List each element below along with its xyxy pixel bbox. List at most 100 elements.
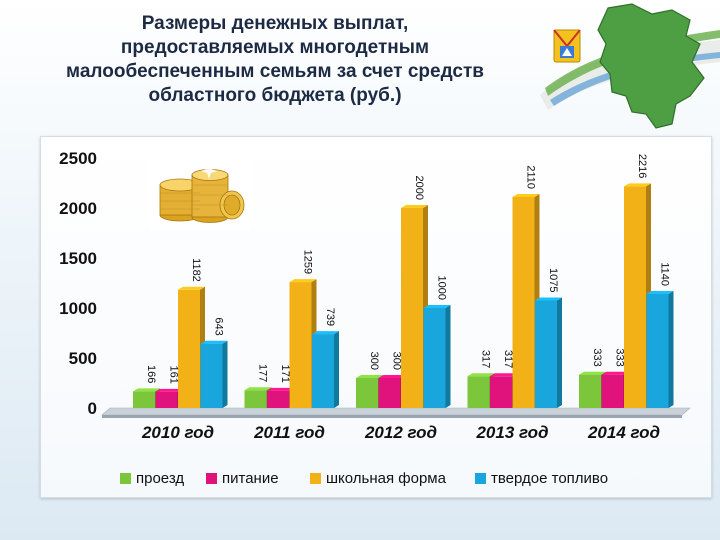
bar-value-label: 161 [168,366,180,384]
x-tick-label: 2010 год [141,423,214,442]
bar-value-label: 333 [614,348,626,366]
bar-top [356,375,383,378]
page-title: Размеры денежных выплат, предоставляемых… [20,12,530,108]
legend-label: проезд [136,470,184,487]
y-axis: 0 500 1000 1500 2000 2500 [59,149,97,418]
title-line-3: малообеспеченным семьям за счет средств [66,61,484,82]
x-tick-label: 2012 год [364,423,437,442]
bar [200,343,223,408]
legend-label: твердое топливо [491,470,608,487]
bar-value-label: 2216 [636,154,648,178]
bar-value-label: 166 [145,365,157,383]
bar-top [579,371,606,375]
bars-group [133,183,674,408]
bar-top [200,340,228,344]
legend-swatch [475,473,486,484]
bar [646,294,669,408]
title-line-4: областного бюджета (руб.) [148,85,402,106]
bar-top [646,291,674,294]
bar-top [601,371,629,375]
bar [378,378,401,408]
bar-top [423,305,451,308]
bar-side [334,331,339,408]
bar [312,334,334,408]
bar-value-label: 643 [213,317,225,335]
bar-value-label: 1075 [547,268,559,292]
bar-side [557,297,562,408]
y-tick-label: 500 [69,349,97,368]
bar-value-label: 317 [480,350,492,368]
bar [579,374,601,408]
bar-value-label: 1000 [436,276,448,300]
gold-coins-icon [150,145,250,230]
bar [267,390,289,408]
x-tick-label: 2011 год [253,423,325,442]
bar-top [267,387,294,391]
y-tick-label: 1000 [59,299,97,318]
bar [356,378,378,408]
y-tick-label: 0 [88,399,97,418]
bar-value-label: 2000 [413,176,425,200]
legend-swatch [310,473,321,484]
bar-top [401,205,428,208]
legend-swatch [120,473,131,484]
x-tick-label: 2013 год [475,423,548,442]
bar-value-label: 1259 [302,250,314,274]
bar [289,282,312,408]
bar [133,391,155,408]
floor-top [101,407,691,416]
bar [535,300,557,408]
legend: проезд питание школьная форма твердое топли… [120,470,608,487]
bar-value-label: 333 [591,348,603,366]
bar-value-label: 739 [324,308,336,326]
bar [423,308,446,408]
title-line-1: Размеры денежных выплат, [141,13,409,34]
bar [601,374,624,408]
y-tick-label: 2500 [59,149,97,168]
bar [244,390,267,408]
bar-top [624,183,651,187]
bar [624,186,646,408]
chart-floor [101,407,691,418]
bar-top [312,331,339,335]
value-labels-group: 166 161 1182 643 177 171 1259 739 300 300 2000 1000… [145,154,671,384]
legend-swatch [206,473,217,484]
y-tick-label: 2000 [59,199,97,218]
bar-top [512,194,540,197]
bar-side [445,305,451,408]
bar-value-label: 177 [257,364,269,382]
bar [467,376,490,408]
bar-top [244,387,272,391]
bar-side [668,291,674,408]
title-line-2: предоставляемых многодетным [120,37,430,58]
bar-value-label: 317 [502,350,514,368]
floor-edge [102,415,682,418]
legend-label: школьная форма [326,470,447,487]
bar-top [467,373,495,377]
bar-side [222,340,228,408]
bar-top [155,388,183,392]
bar-value-label: 171 [279,365,291,383]
region-emblem-icon [540,3,720,129]
x-axis: 2010 год 2011 год 2012 год 2013 год 2014 год [141,423,660,442]
bar-value-label: 2110 [525,165,537,189]
bar-top [289,279,317,283]
bar-top [178,286,205,290]
bar-value-label: 300 [368,352,380,370]
bar [490,376,512,408]
bar-top [535,297,562,301]
bar [401,208,423,408]
bar-top [490,373,517,377]
bar-value-label: 300 [391,352,403,370]
bar-value-label: 1182 [190,258,202,282]
bar-value-label: 1140 [659,262,671,286]
bar [178,289,200,408]
x-tick-label: 2014 год [587,423,660,442]
bar [512,197,535,408]
bar-top [133,388,160,392]
y-tick-label: 1500 [59,249,97,268]
bar-top [378,375,406,378]
legend-label: питание [222,470,279,487]
bar [155,391,178,408]
